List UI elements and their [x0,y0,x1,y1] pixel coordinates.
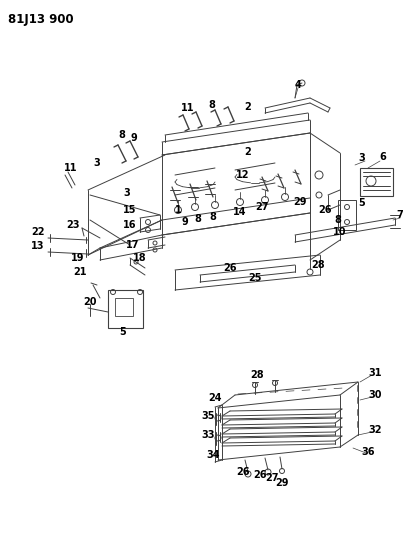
Text: 4: 4 [295,80,302,90]
Bar [115,298,133,316]
Bar [360,168,393,196]
Text: 14: 14 [233,207,247,217]
Text: 21: 21 [73,267,87,277]
Text: 15: 15 [123,205,137,215]
Text: 8: 8 [195,214,202,224]
Text: 20: 20 [83,297,97,307]
Text: 11: 11 [64,163,78,173]
Text: 8: 8 [208,100,215,110]
Text: 32: 32 [368,425,382,435]
Text: 19: 19 [71,253,85,263]
Text: 34: 34 [206,450,220,460]
Text: 9: 9 [131,133,137,143]
Text: 17: 17 [126,240,140,250]
Text: 13: 13 [31,241,45,251]
Text: 29: 29 [275,478,289,488]
Text: 26: 26 [318,205,332,215]
Text: 81J13 900: 81J13 900 [8,13,73,26]
Text: 5: 5 [120,327,126,337]
Text: 9: 9 [182,217,188,227]
Text: 22: 22 [31,227,45,237]
Text: 27: 27 [255,202,269,212]
Text: 8: 8 [119,130,125,140]
Text: 36: 36 [361,447,375,457]
Bar [108,290,143,328]
Text: 26: 26 [223,263,237,273]
Text: 26: 26 [236,467,250,477]
Text: 16: 16 [123,220,137,230]
Text: 10: 10 [333,227,347,237]
Text: 28: 28 [311,260,325,270]
Text: 6: 6 [379,152,386,162]
Text: 26: 26 [253,470,267,480]
Text: 3: 3 [359,153,366,163]
Text: 3: 3 [124,188,131,198]
Text: 25: 25 [248,273,262,283]
Text: 8: 8 [335,215,341,225]
Text: 23: 23 [66,220,80,230]
Text: 5: 5 [359,198,366,208]
Text: 18: 18 [133,253,147,263]
Bar [338,200,356,230]
Text: 2: 2 [245,102,251,112]
Text: 29: 29 [293,197,307,207]
Text: 33: 33 [201,430,215,440]
Text: 8: 8 [210,212,216,222]
Text: 7: 7 [397,210,404,220]
Text: 24: 24 [208,393,222,403]
Text: 27: 27 [265,473,279,483]
Text: 12: 12 [236,170,250,180]
Text: 31: 31 [368,368,382,378]
Text: 11: 11 [181,103,195,113]
Text: 3: 3 [93,158,100,168]
Text: 35: 35 [201,411,215,421]
Text: 1: 1 [175,205,182,215]
Text: 28: 28 [250,370,264,380]
Text: 30: 30 [368,390,382,400]
Text: 2: 2 [245,147,251,157]
